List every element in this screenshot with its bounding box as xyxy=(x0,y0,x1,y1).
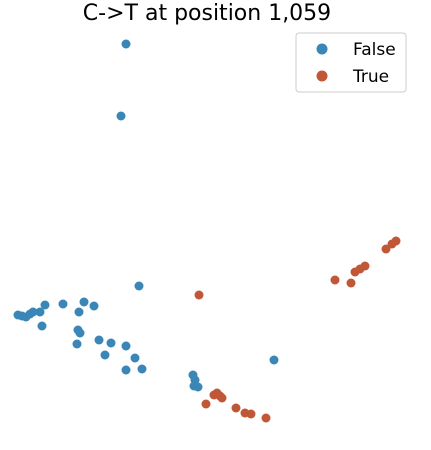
point-false-19 xyxy=(106,338,116,348)
point-false-1 xyxy=(116,111,126,121)
chart-title: C->T at position 1,059 xyxy=(83,1,331,26)
point-false-22 xyxy=(130,353,140,363)
point-true-12 xyxy=(217,393,227,403)
legend-label-false: False xyxy=(353,40,396,60)
point-true-8 xyxy=(391,236,401,246)
points-layer xyxy=(13,39,401,423)
point-false-21 xyxy=(100,350,110,360)
point-false-20 xyxy=(121,341,131,351)
point-false-29 xyxy=(269,355,279,365)
legend-marker-false xyxy=(316,43,328,55)
point-false-9 xyxy=(40,300,50,310)
point-false-12 xyxy=(79,297,89,307)
point-false-16 xyxy=(75,328,85,338)
legend-label-true: True xyxy=(352,67,389,87)
point-true-17 xyxy=(261,413,271,423)
point-false-10 xyxy=(58,299,68,309)
point-true-5 xyxy=(360,261,370,271)
point-false-7 xyxy=(28,307,38,317)
point-false-18 xyxy=(94,335,104,345)
point-false-13 xyxy=(89,301,99,311)
legend: False True xyxy=(295,32,407,93)
legend-marker-true xyxy=(316,70,328,82)
legend-items: False True xyxy=(316,40,396,87)
point-true-6 xyxy=(381,244,391,254)
point-true-0 xyxy=(194,290,204,300)
point-false-11 xyxy=(74,307,84,317)
point-true-16 xyxy=(246,409,256,419)
point-true-1 xyxy=(330,275,340,285)
point-false-14 xyxy=(37,321,47,331)
point-false-8 xyxy=(35,307,45,317)
point-false-2 xyxy=(134,281,144,291)
point-true-13 xyxy=(201,399,211,409)
point-false-23 xyxy=(121,365,131,375)
point-true-2 xyxy=(346,278,356,288)
point-false-17 xyxy=(72,339,82,349)
point-false-0 xyxy=(121,39,131,49)
point-true-14 xyxy=(231,403,241,413)
point-false-24 xyxy=(137,364,147,374)
point-false-28 xyxy=(193,382,203,392)
